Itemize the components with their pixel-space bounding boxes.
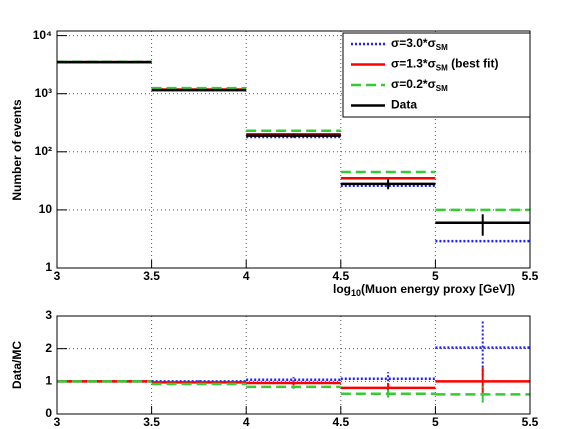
legend-label: σ=0.2*σSM: [391, 77, 448, 93]
legend-sub: SM: [436, 43, 448, 52]
x-tick-label: 4: [243, 269, 250, 283]
legend-box: [342, 32, 531, 118]
x-tick-label: 5: [432, 415, 439, 429]
x-tick-label: 5: [432, 269, 439, 283]
y-tick-label: 2: [45, 341, 52, 355]
x-tick-label: 4: [243, 415, 250, 429]
x-tick-label: 5.5: [522, 269, 539, 283]
x-tick-label: 3: [54, 415, 61, 429]
legend-name: Data: [391, 98, 417, 112]
legend-sub: SM: [436, 84, 448, 93]
x-tick-label: 4.5: [332, 415, 349, 429]
x-tick-label: 5.5: [522, 415, 539, 429]
y-tick-label: 1: [45, 374, 52, 388]
plot-frame: [56, 315, 531, 415]
y-axis-title: Number of events: [10, 99, 24, 201]
legend-label: Data: [391, 98, 417, 112]
legend-sub: SM: [436, 64, 448, 73]
x-axis-title: log10(Muon energy proxy [GeV]): [333, 282, 515, 298]
legend-name: σ=1.3*σ: [391, 57, 436, 71]
x-tick-label: 4.5: [332, 269, 349, 283]
legend-label: σ=1.3*σSM (best fit): [391, 57, 498, 73]
x-title-sub: 10: [351, 288, 361, 298]
x-tick-label: 3.5: [143, 415, 160, 429]
y-tick-label: 1: [45, 260, 52, 274]
y-tick-label: 3: [45, 308, 52, 322]
y-tick-label: 10: [39, 202, 53, 216]
x-title-rest: (Muon energy proxy [GeV]): [361, 282, 515, 296]
y-tick-label: 10⁴: [33, 28, 52, 42]
legend-name: σ=0.2*σ: [391, 77, 436, 91]
plot-frame: [56, 30, 531, 269]
y-tick-label: 10³: [35, 86, 52, 100]
legend-suffix: (best fit): [448, 57, 499, 71]
y-axis-title: Data/MC: [10, 341, 24, 389]
y-tick-label: 0: [45, 406, 52, 420]
x-tick-label: 3.5: [143, 269, 160, 283]
y-tick-label: 10²: [35, 144, 52, 158]
legend-name: σ=3.0*σ: [391, 36, 436, 50]
x-title-main: log: [333, 282, 351, 296]
legend-label: σ=3.0*σSM: [391, 36, 448, 52]
x-tick-label: 3: [54, 269, 61, 283]
